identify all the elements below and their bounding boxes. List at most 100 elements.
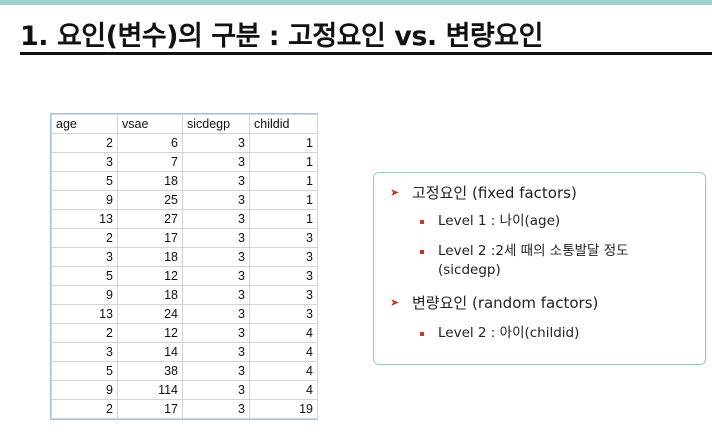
cell-sicdegp: 3 bbox=[182, 285, 250, 305]
square-bullet-icon bbox=[420, 220, 424, 224]
cell-childid: 1 bbox=[249, 209, 318, 229]
table-row: 9 18 3 3 bbox=[51, 285, 318, 305]
table-row: 9 114 3 4 bbox=[51, 380, 318, 400]
fixed-factors-heading: ➤ 고정요인 (fixed factors) bbox=[390, 182, 577, 203]
cell-childid: 3 bbox=[249, 228, 318, 248]
cell-sicdegp: 3 bbox=[182, 209, 250, 229]
table-header-row: age vsae sicdegp childid bbox=[51, 114, 318, 134]
table-row: 5 18 3 1 bbox=[51, 171, 318, 191]
cell-age: 3 bbox=[51, 152, 118, 172]
cell-vsae: 25 bbox=[117, 190, 183, 210]
fixed-level1-item: Level 1 : 나이(age) bbox=[420, 212, 688, 231]
cell-vsae: 18 bbox=[117, 285, 183, 305]
data-table: age vsae sicdegp childid 2 6 3 1 3 7 3 1 5 18 3 1 9 2… bbox=[51, 114, 318, 419]
cell-sicdegp: 3 bbox=[182, 399, 250, 419]
cell-vsae: 12 bbox=[117, 323, 183, 343]
column-header-age: age bbox=[51, 114, 118, 134]
cell-vsae: 18 bbox=[117, 247, 183, 267]
column-header-childid: childid bbox=[249, 114, 318, 134]
cell-childid: 4 bbox=[249, 342, 318, 362]
cell-childid: 3 bbox=[249, 247, 318, 267]
arrowhead-icon: ➤ bbox=[390, 186, 400, 199]
cell-sicdegp: 3 bbox=[182, 342, 250, 362]
table-row: 2 17 3 3 bbox=[51, 228, 318, 248]
cell-vsae: 18 bbox=[117, 171, 183, 191]
cell-vsae: 38 bbox=[117, 361, 183, 381]
table-row: 3 14 3 4 bbox=[51, 342, 318, 362]
slide-title: 1. 요인(변수)의 구분 : 고정요인 vs. 변량요인 bbox=[20, 21, 543, 52]
table-row: 9 25 3 1 bbox=[51, 190, 318, 210]
cell-age: 3 bbox=[51, 342, 118, 362]
cell-vsae: 14 bbox=[117, 342, 183, 362]
cell-childid: 1 bbox=[249, 190, 318, 210]
cell-childid: 3 bbox=[249, 304, 318, 324]
cell-vsae: 6 bbox=[117, 133, 183, 153]
cell-childid: 4 bbox=[249, 380, 318, 400]
cell-sicdegp: 3 bbox=[182, 304, 250, 324]
cell-age: 5 bbox=[51, 266, 118, 286]
cell-sicdegp: 3 bbox=[182, 361, 250, 381]
random-factors-heading: ➤ 변량요인 (random factors) bbox=[390, 292, 598, 313]
cell-vsae: 17 bbox=[117, 399, 183, 419]
data-table-panel: age vsae sicdegp childid 2 6 3 1 3 7 3 1 5 18 3 1 9 2… bbox=[50, 113, 318, 420]
cell-age: 5 bbox=[51, 171, 118, 191]
cell-age: 3 bbox=[51, 247, 118, 267]
random-level2-label: Level 2 : 아이(childid) bbox=[438, 325, 580, 341]
table-row: 13 27 3 1 bbox=[51, 209, 318, 229]
cell-age: 2 bbox=[51, 323, 118, 343]
cell-age: 2 bbox=[51, 133, 118, 153]
cell-childid: 4 bbox=[249, 323, 318, 343]
cell-vsae: 24 bbox=[117, 304, 183, 324]
random-level2-item: Level 2 : 아이(childid) bbox=[420, 324, 688, 343]
cell-age: 9 bbox=[51, 190, 118, 210]
factor-summary-box: ➤ 고정요인 (fixed factors) Level 1 : 나이(age)… bbox=[373, 172, 706, 365]
cell-sicdegp: 3 bbox=[182, 152, 250, 172]
cell-childid: 1 bbox=[249, 133, 318, 153]
table-row: 5 12 3 3 bbox=[51, 266, 318, 286]
cell-childid: 4 bbox=[249, 361, 318, 381]
cell-sicdegp: 3 bbox=[182, 171, 250, 191]
cell-vsae: 114 bbox=[117, 380, 183, 400]
fixed-factors-label: 고정요인 (fixed factors) bbox=[412, 184, 577, 202]
square-bullet-icon bbox=[420, 250, 424, 254]
fixed-level1-label: Level 1 : 나이(age) bbox=[438, 213, 561, 229]
cell-age: 2 bbox=[51, 399, 118, 419]
cell-age: 9 bbox=[51, 285, 118, 305]
top-accent-strip bbox=[0, 0, 712, 5]
cell-childid: 3 bbox=[249, 266, 318, 286]
cell-vsae: 27 bbox=[117, 209, 183, 229]
cell-age: 9 bbox=[51, 380, 118, 400]
cell-vsae: 17 bbox=[117, 228, 183, 248]
table-row: 5 38 3 4 bbox=[51, 361, 318, 381]
table-row: 2 12 3 4 bbox=[51, 323, 318, 343]
column-header-sicdegp: sicdegp bbox=[182, 114, 250, 134]
cell-childid: 1 bbox=[249, 152, 318, 172]
cell-childid: 1 bbox=[249, 171, 318, 191]
cell-age: 13 bbox=[51, 209, 118, 229]
cell-sicdegp: 3 bbox=[182, 380, 250, 400]
cell-sicdegp: 3 bbox=[182, 266, 250, 286]
table-row: 13 24 3 3 bbox=[51, 304, 318, 324]
cell-childid: 19 bbox=[249, 399, 318, 419]
cell-age: 5 bbox=[51, 361, 118, 381]
cell-age: 13 bbox=[51, 304, 118, 324]
cell-sicdegp: 3 bbox=[182, 323, 250, 343]
square-bullet-icon bbox=[420, 332, 424, 336]
arrowhead-icon: ➤ bbox=[390, 296, 400, 309]
cell-sicdegp: 3 bbox=[182, 190, 250, 210]
table-body: 2 6 3 1 3 7 3 1 5 18 3 1 9 25 3 1 13 27 3 1 2 17 3 3 3 18 3 3 5 12 3 3 9… bbox=[51, 133, 318, 419]
cell-childid: 3 bbox=[249, 285, 318, 305]
cell-sicdegp: 3 bbox=[182, 247, 250, 267]
cell-vsae: 7 bbox=[117, 152, 183, 172]
cell-sicdegp: 3 bbox=[182, 133, 250, 153]
fixed-level2-item: Level 2 :2세 때의 소통발달 정도(sicdegp) bbox=[420, 242, 688, 280]
column-header-vsae: vsae bbox=[117, 114, 183, 134]
title-underline bbox=[20, 52, 712, 55]
cell-vsae: 12 bbox=[117, 266, 183, 286]
cell-age: 2 bbox=[51, 228, 118, 248]
random-factors-label: 변량요인 (random factors) bbox=[412, 294, 599, 312]
table-row: 3 18 3 3 bbox=[51, 247, 318, 267]
cell-sicdegp: 3 bbox=[182, 228, 250, 248]
